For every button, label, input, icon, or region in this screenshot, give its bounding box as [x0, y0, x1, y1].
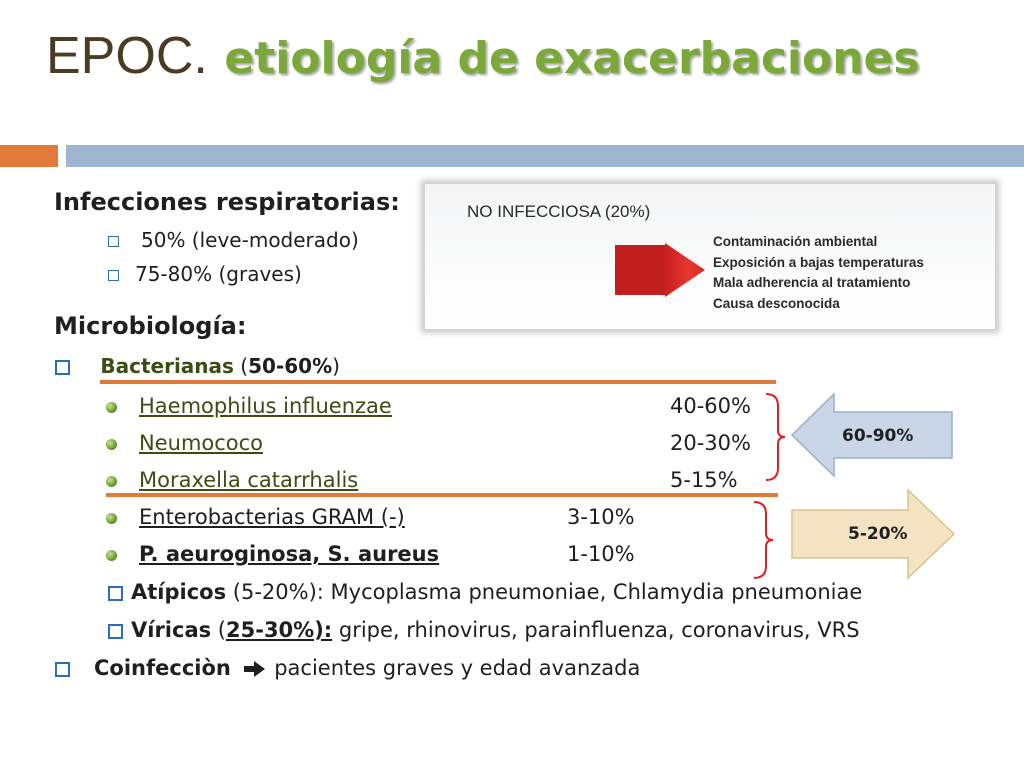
slide-title: EPOC. etiología de exacerbaciones [46, 30, 920, 82]
no-infecciosa-panel: NO INFECCIOSA (20%) Contaminación ambien… [424, 183, 996, 330]
bacterianas-line: Bacterianas (50-60%) [55, 354, 340, 378]
title-band-orange [0, 145, 58, 167]
green-bullet-icon [106, 512, 117, 524]
organism-pct: 40-60% [670, 394, 751, 418]
no-infecciosa-title: NO INFECCIOSA (20%) [467, 202, 651, 221]
square-bullet-icon [55, 661, 70, 677]
green-bullet-icon [106, 438, 117, 450]
organism-pct: 3-10% [567, 505, 635, 529]
cause-item: Mala adherencia al tratamiento [713, 275, 911, 290]
square-bullet-icon [108, 236, 119, 247]
infecciones-item-1: 50% (leve-moderado) [108, 228, 359, 252]
microbiologia-heading: Microbiología: [54, 312, 247, 340]
green-bullet-icon [106, 475, 117, 487]
callout-label: 60-90% [842, 426, 914, 446]
organism-row: Neumococo [106, 431, 263, 455]
organism-row: Moraxella catarrhalis [106, 468, 358, 492]
callout-arrow-left-icon [790, 392, 953, 478]
square-bullet-icon [108, 270, 119, 281]
callout-arrow-right-icon [791, 488, 956, 580]
viricas-line: Víricas (25-30%): gripe, rhinovirus, par… [108, 618, 860, 642]
organism-pct: 5-15% [670, 468, 738, 492]
no-infecciosa-causes: Contaminación ambiental Exposición a baj… [713, 232, 924, 314]
organism-pct: 20-30% [670, 431, 751, 455]
title-band-blue [66, 145, 1024, 167]
organism-row: P. aeuroginosa, S. aureus [106, 542, 439, 566]
cause-item: Causa desconocida [713, 295, 840, 311]
title-prefix: EPOC. [46, 27, 208, 85]
separator-line [106, 493, 778, 497]
infecciones-heading: Infecciones respiratorias: [54, 188, 400, 216]
arrow-right-icon [243, 661, 265, 677]
infecciones-item-2: 75-80% (graves) [108, 262, 302, 286]
bracket-icon [765, 393, 786, 481]
green-bullet-icon [106, 549, 117, 561]
atipicos-line: Atípicos (5-20%): Mycoplasma pneumoniae,… [108, 580, 862, 604]
bracket-icon [753, 501, 774, 579]
organism-pct: 1-10% [567, 542, 635, 566]
organism-row: Haemophilus influenzae [106, 394, 392, 418]
red-arrow-icon [615, 243, 705, 297]
green-bullet-icon [106, 401, 117, 413]
coinfeccion-line: Coinfecciòn pacientes graves y edad avan… [55, 656, 640, 680]
square-bullet-icon [108, 585, 123, 601]
organism-row: Enterobacterias GRAM (-) [106, 505, 405, 529]
square-bullet-icon [55, 360, 70, 375]
square-bullet-icon [108, 623, 123, 639]
cause-item: Contaminación ambiental [713, 234, 878, 249]
callout-label: 5-20% [848, 524, 908, 544]
title-main: etiología de exacerbaciones [224, 33, 920, 84]
cause-item: Exposición a bajas temperaturas [713, 254, 924, 270]
separator-line [100, 380, 776, 384]
